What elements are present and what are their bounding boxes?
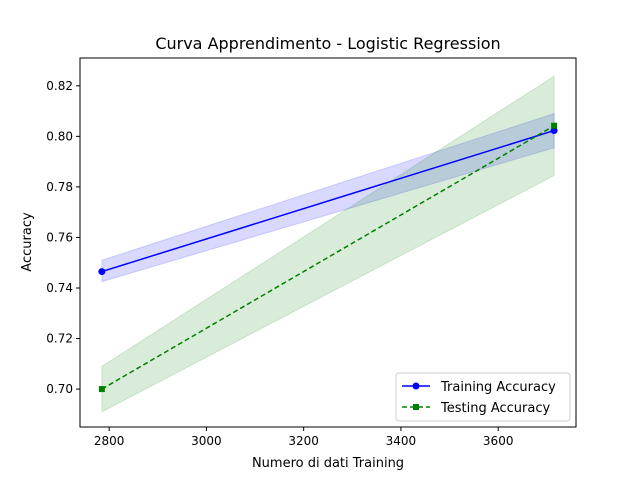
point-training-0 (98, 268, 106, 276)
legend-marker-testing (413, 404, 419, 410)
series-lines (98, 122, 558, 393)
y-axis-label: Accuracy (20, 212, 35, 272)
y-tick-label-2: 0.74 (46, 281, 73, 295)
x-tick-label-1: 3000 (191, 434, 222, 448)
y-tick-label-4: 0.78 (46, 180, 73, 194)
confidence-bands (101, 75, 555, 413)
x-tick-label-2: 3200 (288, 434, 319, 448)
legend-frame (395, 372, 571, 422)
x-tick-label-0: 2800 (94, 434, 125, 448)
y-tick-label-1: 0.72 (46, 332, 73, 346)
plot-area-frame (79, 57, 577, 428)
legend: Training Accuracy Testing Accuracy (395, 372, 571, 422)
x-tick-label-4: 3600 (483, 434, 514, 448)
x-tick-label-3: 3400 (386, 434, 417, 448)
line-testing (101, 125, 555, 390)
point-training-1 (550, 127, 558, 135)
legend-marker-training (412, 382, 420, 390)
point-testing-0 (98, 386, 105, 393)
y-tick-label-0: 0.70 (46, 382, 73, 396)
x-axis-label: Numero di dati Training (252, 456, 404, 471)
band-testing (101, 75, 555, 413)
y-tick-label-6: 0.82 (46, 79, 73, 93)
legend-label-testing: Testing Accuracy (440, 401, 550, 416)
legend-label-training: Training Accuracy (440, 380, 556, 395)
y-tick-label-3: 0.76 (46, 230, 73, 244)
point-testing-1 (551, 122, 558, 129)
chart-title: Curva Apprendimento - Logistic Regressio… (155, 34, 500, 53)
y-tick-label-5: 0.80 (46, 129, 73, 143)
line-training (101, 129, 555, 273)
y-axis-ticks: 0.70 0.72 0.74 0.76 0.78 0.80 0.82 (46, 79, 80, 396)
x-axis-ticks: 2800 3000 3200 3400 3600 (94, 427, 514, 448)
